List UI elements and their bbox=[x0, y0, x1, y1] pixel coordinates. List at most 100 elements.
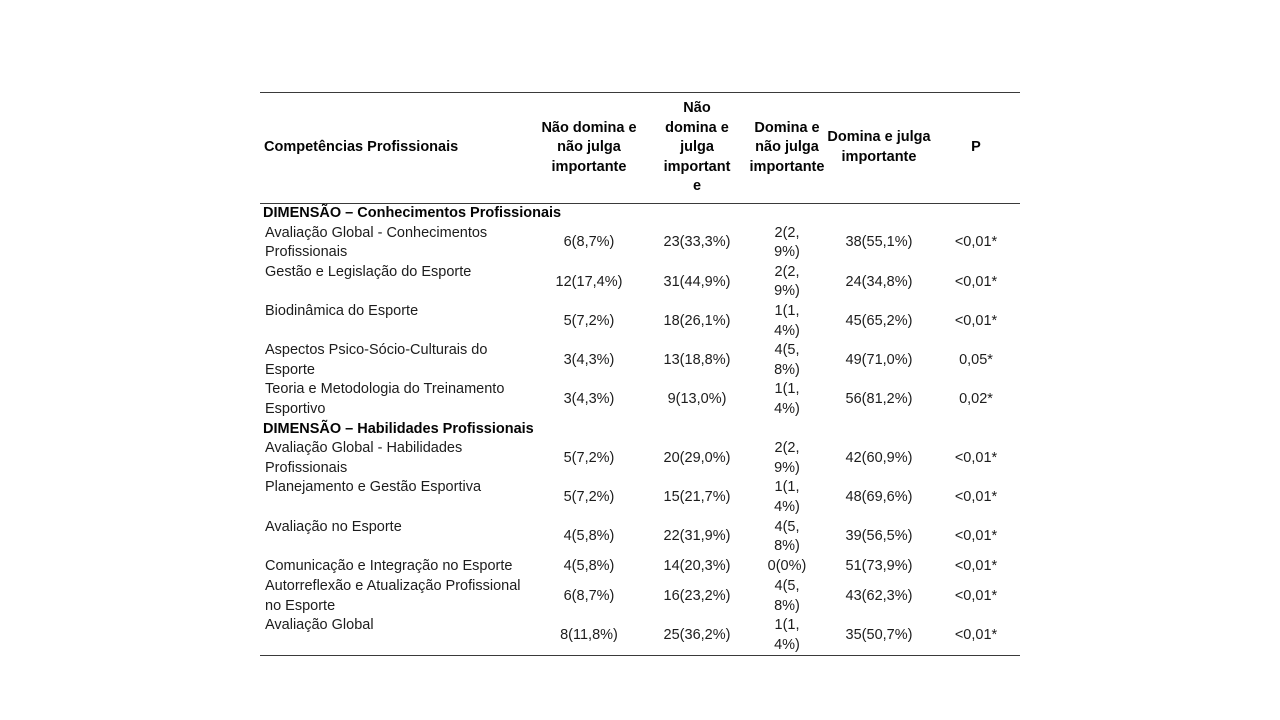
row-label: Autorreflexão e Atualização Profissional… bbox=[265, 577, 521, 614]
cell-value: 42(60,9%) bbox=[845, 449, 913, 466]
table-header-row: Competências Profissionais Não domina e … bbox=[260, 92, 1020, 204]
column-header-nao-domina-nao-julga-importante: Não domina e não julga importante bbox=[532, 92, 646, 204]
section-title: DIMENSÃO – Conhecimentos Profissionais bbox=[263, 205, 562, 221]
p-value-cell: <0,01* bbox=[932, 224, 1020, 263]
value-cell: 3(4,3%) bbox=[532, 380, 646, 419]
cell-value: 0(0%) bbox=[767, 557, 807, 574]
value-cell: 49(71,0%) bbox=[826, 341, 932, 380]
cell-value: 3(4,3%) bbox=[563, 391, 615, 408]
cell-value: 0,02* bbox=[959, 391, 993, 408]
value-cell: 16(23,2%) bbox=[646, 577, 748, 616]
cell-value: 1(1,4%) bbox=[774, 302, 800, 339]
value-cell: 14(20,3%) bbox=[646, 557, 748, 577]
cell-value: 1(1,4%) bbox=[774, 381, 800, 417]
table-row: Gestão e Legislação do Esporte 12(17,4%) 3… bbox=[260, 263, 1020, 302]
cell-value: 16(23,2%) bbox=[663, 587, 731, 604]
row-label: Avaliação no Esporte bbox=[265, 518, 402, 535]
value-cell: 24(34,8%) bbox=[826, 263, 932, 302]
cell-value: 15(21,7%) bbox=[663, 489, 731, 506]
p-value-cell: <0,01* bbox=[932, 518, 1020, 557]
cell-value: <0,01* bbox=[954, 234, 998, 251]
cell-value: 4(5,8%) bbox=[774, 518, 800, 555]
column-header-label: Não domina e julga importante bbox=[663, 100, 731, 195]
cell-value: 45(65,2%) bbox=[845, 312, 913, 329]
value-cell: 43(62,3%) bbox=[826, 577, 932, 616]
value-cell: 45(65,2%) bbox=[826, 302, 932, 341]
column-header-label: Domina e julga importante bbox=[827, 129, 931, 165]
table-row: Avaliação no Esporte 4(5,8%) 22(31,9%) 4(5,… bbox=[260, 518, 1020, 557]
cell-value: 4(5,8%) bbox=[774, 577, 800, 614]
p-value-cell: 0,05* bbox=[932, 341, 1020, 380]
value-cell: 56(81,2%) bbox=[826, 380, 932, 419]
value-cell: 15(21,7%) bbox=[646, 478, 748, 517]
value-cell: 20(29,0%) bbox=[646, 439, 748, 478]
cell-value: 0,05* bbox=[959, 351, 993, 368]
cell-value: 5(7,2%) bbox=[563, 449, 615, 466]
cell-value: <0,01* bbox=[954, 528, 998, 545]
value-cell: 8(11,8%) bbox=[532, 616, 646, 656]
value-cell: 2(2,9%) bbox=[748, 439, 826, 478]
cell-value: 4(5,8%) bbox=[563, 558, 615, 574]
value-cell: 4(5,8%) bbox=[532, 557, 646, 577]
cell-value: 5(7,2%) bbox=[563, 312, 615, 329]
value-cell: 4(5,8%) bbox=[532, 518, 646, 557]
value-cell: 6(8,7%) bbox=[532, 577, 646, 616]
row-label: Teoria e Metodologia do Treinamento Espo… bbox=[265, 381, 505, 417]
cell-value: 14(20,3%) bbox=[663, 558, 731, 574]
row-label: Avaliação Global - Conhecimentos Profiss… bbox=[265, 224, 488, 261]
cell-value: 3(4,3%) bbox=[563, 351, 615, 368]
value-cell: 4(5,8%) bbox=[748, 577, 826, 616]
row-label: Avaliação Global bbox=[265, 617, 374, 634]
cell-value: 25(36,2%) bbox=[663, 626, 731, 643]
cell-value: 51(73,9%) bbox=[845, 558, 913, 574]
table-row: Autorreflexão e Atualização Profissional… bbox=[260, 577, 1020, 616]
cell-value: 20(29,0%) bbox=[663, 449, 731, 466]
table-row: Biodinâmica do Esporte 5(7,2%) 18(26,1%) 1(… bbox=[260, 302, 1020, 341]
cell-value: 43(62,3%) bbox=[845, 587, 913, 604]
cell-value: 38(55,1%) bbox=[845, 234, 913, 251]
cell-value: 12(17,4%) bbox=[555, 273, 623, 290]
value-cell: 35(50,7%) bbox=[826, 616, 932, 656]
cell-value: 23(33,3%) bbox=[663, 234, 731, 251]
value-cell: 23(33,3%) bbox=[646, 224, 748, 263]
cell-value: <0,01* bbox=[954, 312, 998, 329]
cell-value: <0,01* bbox=[954, 449, 998, 466]
p-value-cell: <0,01* bbox=[932, 616, 1020, 656]
cell-value: <0,01* bbox=[954, 489, 998, 506]
value-cell: 22(31,9%) bbox=[646, 518, 748, 557]
value-cell: 39(56,5%) bbox=[826, 518, 932, 557]
value-cell: 1(1,4%) bbox=[748, 302, 826, 341]
table-row: Planejamento e Gestão Esportiva 5(7,2%) 15… bbox=[260, 478, 1020, 517]
cell-value: 56(81,2%) bbox=[845, 391, 913, 408]
cell-value: 48(69,6%) bbox=[845, 489, 913, 506]
cell-value: 9(13,0%) bbox=[667, 391, 727, 408]
column-header-competencias-profissionais: Competências Profissionais bbox=[260, 92, 532, 204]
cell-value: 22(31,9%) bbox=[663, 528, 731, 545]
table-row: Avaliação Global 8(11,8%) 25(36,2%) 1(1,4%)… bbox=[260, 616, 1020, 656]
table-row: Avaliação Global - Conhecimentos Profiss… bbox=[260, 224, 1020, 263]
cell-value: 8(11,8%) bbox=[560, 626, 618, 643]
value-cell: 31(44,9%) bbox=[646, 263, 748, 302]
table-row: Avaliação Global - Habilidades Profissio… bbox=[260, 439, 1020, 478]
table-row: Comunicação e Integração no Esporte 4(5,8… bbox=[260, 557, 1020, 577]
value-cell: 1(1,4%) bbox=[748, 616, 826, 656]
cell-value: 35(50,7%) bbox=[845, 626, 913, 643]
cell-value: 2(2,9%) bbox=[774, 440, 800, 476]
cell-value: 31(44,9%) bbox=[663, 273, 731, 290]
value-cell: 5(7,2%) bbox=[532, 302, 646, 341]
competencies-table: Competências Profissionais Não domina e … bbox=[260, 92, 1020, 657]
cell-value: <0,01* bbox=[954, 273, 998, 290]
column-header-label: Não domina e não julga importante bbox=[541, 119, 637, 175]
section-row: DIMENSÃO – Conhecimentos Profissionais bbox=[260, 204, 1020, 224]
cell-value: 4(5,8%) bbox=[563, 528, 615, 545]
value-cell: 42(60,9%) bbox=[826, 439, 932, 478]
section-row: DIMENSÃO – Habilidades Profissionais bbox=[260, 420, 1020, 440]
value-cell: 12(17,4%) bbox=[532, 263, 646, 302]
value-cell: 9(13,0%) bbox=[646, 380, 748, 419]
value-cell: 25(36,2%) bbox=[646, 616, 748, 656]
table-row: Aspectos Psico-Sócio-Culturais do Esport… bbox=[260, 341, 1020, 380]
cell-value: 13(18,8%) bbox=[663, 351, 731, 368]
column-header-domina-nao-julga-importante: Domina e não julga importante bbox=[748, 92, 826, 204]
value-cell: 48(69,6%) bbox=[826, 478, 932, 517]
cell-value: 24(34,8%) bbox=[845, 273, 913, 290]
